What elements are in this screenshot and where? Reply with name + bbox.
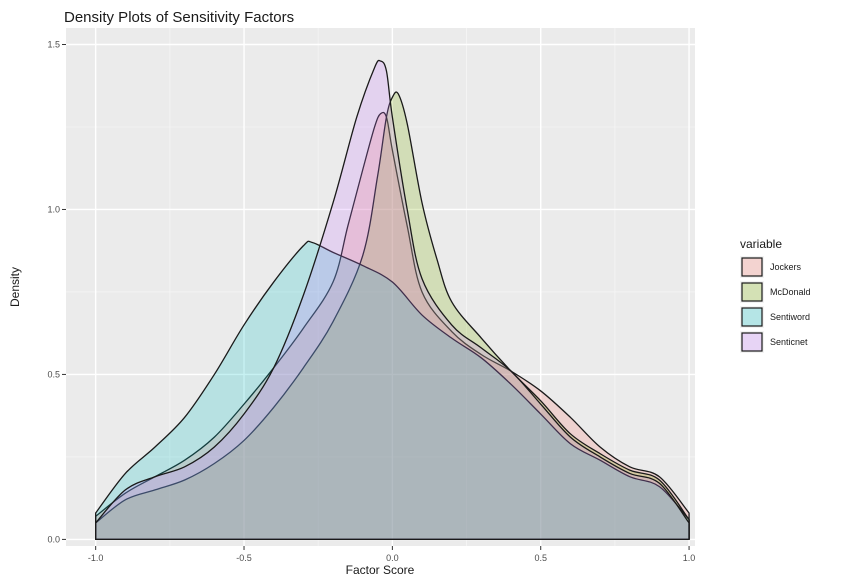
grid-minor (66, 28, 695, 546)
density-series (95, 59, 690, 541)
density-area-mcdonald (95, 91, 690, 541)
legend-key-bg (740, 331, 764, 353)
x-tick-label: 0.5 (534, 553, 547, 563)
x-tick-label: -0.5 (236, 553, 252, 563)
density-area-senticnet (95, 59, 690, 541)
legend-title: variable (740, 237, 782, 251)
legend-label-sentiword: Sentiword (770, 312, 810, 322)
legend-key-bg (740, 306, 764, 328)
x-axis-title: Factor Score (346, 563, 415, 577)
legend-swatch-mcdonald (741, 282, 763, 302)
y-tick-label: 1.0 (47, 204, 60, 214)
legend-swatch-senticnet (741, 332, 763, 352)
x-tick-label: -1.0 (88, 553, 104, 563)
legend-swatch-jockers (741, 257, 763, 277)
legend-swatch-sentiword (741, 307, 763, 327)
legend-label-mcdonald: McDonald (770, 287, 811, 297)
density-area-jockers (95, 111, 690, 541)
y-tick-label: 0.0 (47, 534, 60, 544)
legend-label-senticnet: Senticnet (770, 337, 808, 347)
x-axis: -1.0 -0.5 0.0 0.5 1.0 (88, 546, 695, 563)
x-tick-label: 0.0 (386, 553, 399, 563)
density-area-sentiword (95, 240, 690, 541)
chart-title: Density Plots of Sensitivity Factors (64, 9, 294, 26)
grid-major (66, 28, 695, 546)
y-tick-label: 0.5 (47, 369, 60, 379)
x-tick-label: 1.0 (683, 553, 696, 563)
legend: variable Jockers McDonald Sentiword Senticn… (740, 237, 811, 353)
y-tick-label: 1.5 (47, 39, 60, 49)
legend-key-bg (740, 256, 764, 278)
legend-label-jockers: Jockers (770, 262, 802, 272)
y-axis: 0.0 0.5 1.0 1.5 (47, 39, 66, 544)
y-axis-title: Density (8, 267, 22, 307)
legend-key-bg (740, 281, 764, 303)
